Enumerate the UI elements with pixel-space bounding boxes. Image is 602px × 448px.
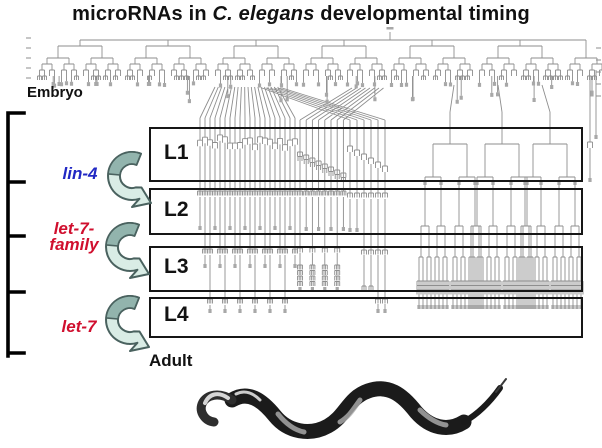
mirna-label-let7: let-7 <box>61 317 97 336</box>
curved-arrow-icon-let7-family <box>105 221 150 279</box>
stage-box-l4: L4 <box>149 297 583 338</box>
embryo-label: Embryo <box>27 84 83 101</box>
title-species-name: C. elegans <box>212 3 315 25</box>
title-prefix: microRNAs in <box>72 3 213 25</box>
worm-tail <box>461 385 503 425</box>
stage-box-l1: L1 <box>149 127 583 182</box>
stage-label-l1: L1 <box>164 141 189 164</box>
stage-label-l3: L3 <box>164 255 189 278</box>
curved-arrow-icon-lin4 <box>107 150 152 208</box>
mirna-label-let7-family-line1: let-7- <box>53 219 95 238</box>
mirna-label-let7-family: let-7- family <box>40 219 108 254</box>
mirna-label-lin4: lin-4 <box>62 164 98 183</box>
adult-label: Adult <box>149 351 193 370</box>
worm-photo <box>196 378 507 439</box>
stage-label-l4: L4 <box>164 303 189 326</box>
curved-arrow-icon-let7 <box>105 294 150 352</box>
stage-bracket <box>6 111 26 358</box>
title-suffix: developmental timing <box>314 3 530 25</box>
stage-box-l2: L2 <box>149 188 583 235</box>
stage-box-l3: L3 <box>149 246 583 292</box>
stage-label-l2: L2 <box>164 198 189 221</box>
mirna-label-let7-family-line2: family <box>49 235 99 254</box>
figure-title: microRNAs in C. elegans developmental ti… <box>0 3 602 26</box>
worm-body <box>224 381 472 439</box>
